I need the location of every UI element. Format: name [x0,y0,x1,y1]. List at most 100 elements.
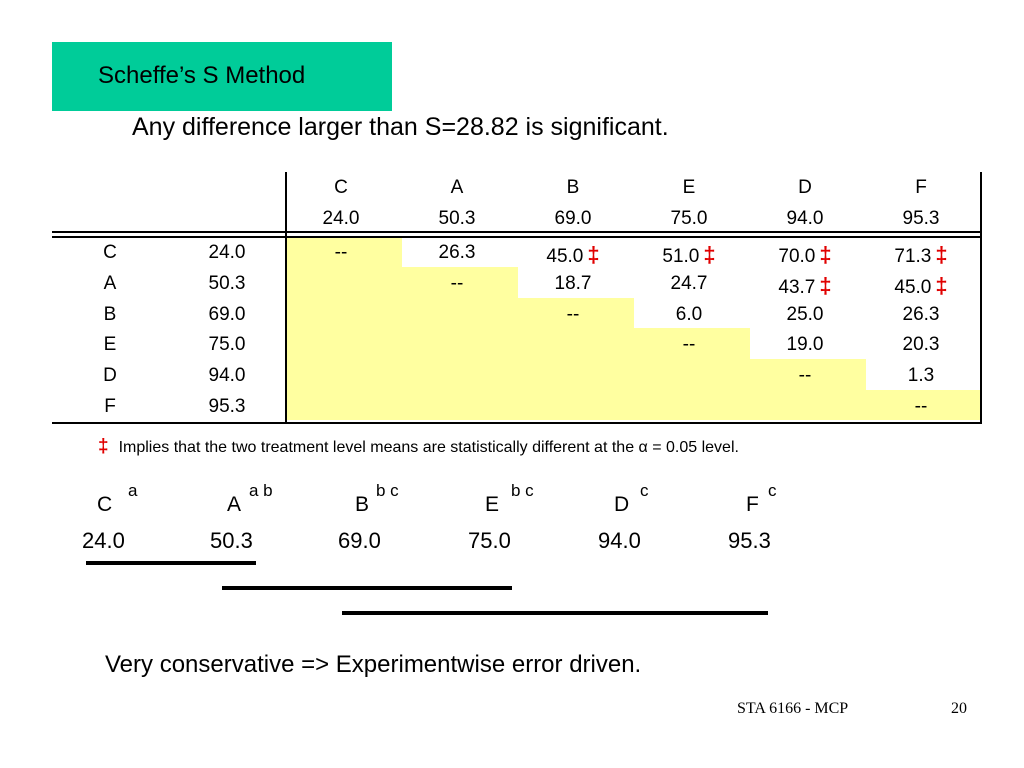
cell-value: 6.0 [675,304,703,325]
cell-value: 26.3 [438,242,476,263]
row-label-D: D [103,365,117,386]
title-box [52,42,392,111]
significance-mark: ‡ [703,242,716,267]
col-header-D: D [798,177,812,198]
table-cell: -- [296,242,386,264]
table-cell: -- [644,334,734,356]
group-line-b [222,586,512,590]
group-superscript: a b [249,481,273,500]
highlight-col1 [286,236,402,420]
group-superscript: c [640,481,649,500]
cell-value: 70.0 [778,246,816,267]
col-mean-F: 95.3 [902,208,940,229]
col-mean-E: 75.0 [670,208,708,229]
comparison-table: C 24.0 A 50.3 B 69.0 E 75.0 D 94.0 F 95.3 C 24.0 -- 26.… [52,172,982,426]
page-number: 20 [951,700,967,717]
col-mean-A: 50.3 [438,208,476,229]
conclusion-text: Very conservative => Experimentwise erro… [105,651,642,678]
significance-mark: ‡ [935,242,948,267]
table-cell: -- [528,304,618,326]
col-header-A: A [450,177,464,198]
cell-value: 71.3 [894,246,932,267]
group-mean-C: 24.0 [82,528,125,553]
group-superscript: b c [376,481,399,500]
table-cell: 71.3 ‡ [876,242,966,268]
table-cell: 26.3 [412,242,502,264]
row-label-B: B [103,304,117,325]
group-letter-E: E [485,493,500,516]
cell-value: 18.7 [554,273,592,294]
table-bottom-rule [52,422,982,424]
group-line-c [342,611,768,615]
group-mean-E: 75.0 [468,528,511,553]
highlight-col4 [634,328,750,420]
significance-note-text: Implies that the two treatment level mea… [118,439,739,456]
col-header-C: C [334,177,348,198]
group-superscript: b c [511,481,534,500]
highlight-col5 [750,359,866,420]
cell-value: 45.0 [546,246,584,267]
cell-value: -- [450,273,464,294]
cell-value: 20.3 [902,334,940,355]
row-mean-F: 95.3 [208,396,246,417]
cell-value: -- [334,242,348,263]
course-label: STA 6166 - MCP [737,700,849,717]
row-label-E: E [103,334,117,355]
row-label-C: C [103,242,117,263]
cell-value: -- [798,365,812,386]
table-cell: -- [760,365,850,387]
table-cell: 6.0 [644,304,734,326]
cell-value: 26.3 [902,304,940,325]
group-line-a [86,561,256,565]
cell-value: 25.0 [786,304,824,325]
significance-mark: ‡ [819,273,832,298]
group-letter-D: D [614,493,630,516]
table-divider-vertical [285,172,287,424]
significance-note: ‡ Implies that the two treatment level me… [98,436,739,458]
row-mean-B: 69.0 [208,304,246,325]
significance-mark: ‡ [587,242,600,267]
table-right-border [980,172,982,424]
col-mean-D: 94.0 [786,208,824,229]
cell-value: -- [914,396,928,417]
row-mean-C: 24.0 [208,242,246,263]
group-letter-B: B [355,493,370,516]
table-cell: 25.0 [760,304,850,326]
group-letter-C: C [97,493,113,516]
cell-value: -- [682,334,696,355]
group-letter-A: A [227,493,242,516]
cell-value: 43.7 [778,277,816,298]
highlight-col3 [518,298,634,420]
cell-value: 19.0 [786,334,824,355]
table-cell: 43.7 ‡ [760,273,850,299]
cell-value: 24.7 [670,273,708,294]
significance-mark: ‡ [819,242,832,267]
row-label-A: A [103,273,117,294]
row-mean-D: 94.0 [208,365,246,386]
table-cell: 1.3 [876,365,966,387]
group-mean-B: 69.0 [338,528,381,553]
group-superscript: a [128,481,138,500]
col-mean-B: 69.0 [554,208,592,229]
highlight-col2 [402,267,518,420]
table-cell: 45.0 ‡ [528,242,618,268]
col-header-B: B [566,177,580,198]
group-mean-F: 95.3 [728,528,771,553]
row-label-F: F [104,396,116,417]
table-cell: -- [412,273,502,295]
col-header-F: F [915,177,927,198]
group-letter-F: F [746,493,759,516]
significance-mark: ‡ [935,273,948,298]
cell-value: 45.0 [894,277,932,298]
table-cell: 18.7 [528,273,618,295]
table-cell: -- [876,396,966,418]
table-cell: 45.0 ‡ [876,273,966,299]
cell-value: 51.0 [662,246,700,267]
col-header-E: E [682,177,696,198]
table-cell: 70.0 ‡ [760,242,850,268]
cell-value: -- [566,304,580,325]
significance-symbol: ‡ [98,436,109,457]
group-mean-A: 50.3 [210,528,253,553]
col-mean-C: 24.0 [322,208,360,229]
table-cell: 24.7 [644,273,734,295]
